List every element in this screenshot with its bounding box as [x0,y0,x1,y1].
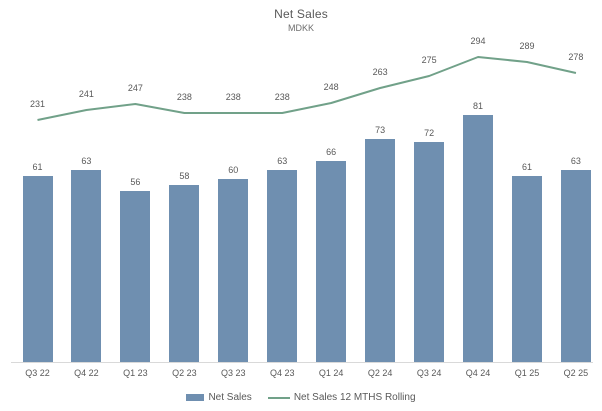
legend-line-swatch-icon [267,396,290,399]
chart-subtitle: MDKK [287,23,314,33]
bar-value-label: 61 [32,161,43,172]
x-axis-tick-label: Q1 24 [318,368,344,378]
bar-value-label: 66 [326,146,337,157]
bar [120,191,151,362]
bar-value-label: 63 [277,155,288,166]
bar-value-label: 61 [521,161,532,172]
line-value-label: 278 [568,52,584,62]
bar-value-label: 63 [570,155,581,166]
bar [414,142,445,362]
bar-value-label: 56 [130,177,141,188]
bar-value-label: 81 [473,100,484,111]
line-value-label: 289 [519,41,535,51]
bar [463,114,494,362]
legend-label: Net Sales 12 MTHS Rolling [293,392,416,403]
rolling-line [37,56,577,121]
line-value-label: 238 [274,92,290,102]
line-value-label: 263 [372,67,388,77]
legend-label: Net Sales [208,392,252,403]
bar [316,160,347,362]
x-axis-tick-label: Q4 22 [74,368,99,378]
line-value-label: 275 [421,55,437,65]
bar-value-label: 63 [81,155,92,166]
bar-value-label: 60 [228,165,239,175]
bar [22,175,53,362]
bar-value-label: 73 [375,125,386,136]
bar [169,185,200,362]
line-value-label: 238 [176,92,192,102]
bar [512,175,542,362]
line-value-label: 238 [225,92,241,102]
bar-value-label: 58 [179,171,190,182]
x-axis-tick-label: Q4 24 [465,368,491,378]
legend-item-net-sales: Net Sales [186,392,252,403]
line-value-label: 294 [470,36,486,46]
line-value-label: 231 [29,99,46,109]
line-value-label: 248 [323,82,339,92]
x-axis-tick-label: Q2 23 [172,368,197,378]
line-value-label: 241 [78,89,94,99]
x-axis-tick-label: Q3 23 [221,368,246,378]
x-axis-tick-label: Q1 25 [514,368,540,378]
x-axis-tick-label: Q3 22 [25,368,50,378]
x-axis-tick-label: Q4 23 [269,368,295,378]
x-axis-tick-label: Q2 24 [367,368,393,378]
bar [218,179,249,362]
bar [560,169,591,362]
bar [267,169,298,362]
line-value-label: 247 [127,83,143,93]
x-axis-tick-label: Q3 24 [416,368,442,378]
legend-bar-swatch-icon [186,394,205,401]
x-axis-tick-label: Q2 25 [563,368,589,378]
legend: Net Sales Net Sales 12 MTHS Rolling [0,392,602,403]
x-axis-tick-label: Q1 23 [123,368,148,378]
bar [365,139,396,362]
legend-item-rolling: Net Sales 12 MTHS Rolling [267,392,416,403]
bar-value-label: 72 [424,128,435,139]
x-axis-line [11,362,593,363]
chart-title: Net Sales [274,7,328,21]
bar [71,169,102,362]
